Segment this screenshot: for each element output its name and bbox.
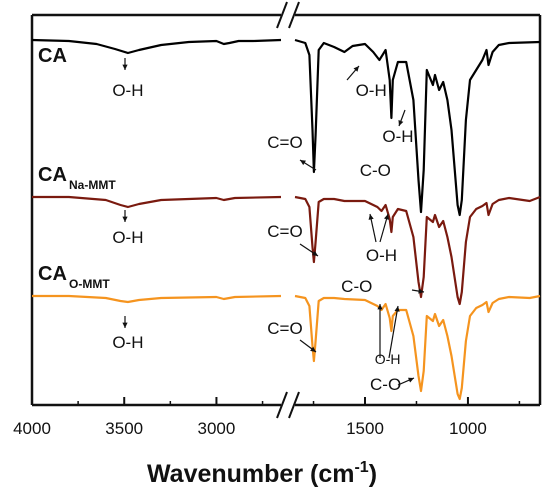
x-axis-label-sup: -1: [354, 459, 368, 476]
annotation-o-2: C-O: [341, 277, 372, 296]
annotation-arrowhead-6: [384, 214, 390, 220]
annotation-ca-1: O-H: [356, 81, 387, 100]
x-tick-label-1500: 1500: [346, 419, 384, 438]
annotation-o-3: O-H: [375, 351, 401, 367]
annotation-arrowhead-10: [377, 304, 383, 310]
annotation-na-2: O-H: [366, 246, 397, 265]
annotation-ca-0: O-H: [112, 81, 143, 100]
annotation-arrowhead-8: [122, 322, 128, 328]
series-line-1-segment-1: [294, 195, 541, 306]
annotation-arrowhead-2: [398, 120, 404, 126]
axis-break-mark-top-1: [276, 1, 288, 29]
series-sub-o-mmt: O-MMT: [69, 277, 110, 291]
annotation-arrow-11: [388, 305, 399, 359]
axis-break-mark-2: [288, 391, 300, 419]
annotation-o-0: O-H: [112, 333, 143, 352]
series-line-1-segment-0: [32, 195, 282, 209]
annotation-arrowhead-4: [122, 216, 128, 222]
annotation-arrowhead-11: [394, 306, 400, 312]
x-tick-label-4000: 4000: [13, 419, 51, 438]
series-label-ca: CA: [38, 45, 67, 67]
annotation-arrowhead-13: [418, 288, 424, 294]
axis-break-mark-top-2: [288, 1, 300, 29]
x-axis-label: Wavenumber (cm-1): [147, 459, 377, 488]
annotation-ca-4: C-O: [360, 161, 391, 180]
annotation-o-4: C-O: [370, 375, 401, 394]
annotation-na-0: O-H: [112, 228, 143, 247]
x-ticks: 4000 3500 3000 1500 1000: [13, 397, 521, 438]
series-line-0-segment-1: [294, 38, 541, 217]
annotation-arrowhead-5: [312, 250, 318, 256]
axis-break-mark-1: [276, 391, 288, 419]
annotation-na-1: C=O: [267, 222, 302, 241]
annotation-ca-2: O-H: [382, 127, 413, 146]
annotation-arrowhead-1: [353, 66, 359, 72]
plot-frame: [30, 1, 542, 419]
x-axis-label-main: Wavenumber (cm: [147, 460, 354, 488]
x-tick-label-3500: 3500: [105, 419, 143, 438]
annotation-ca-3: C=O: [267, 133, 302, 152]
series-sub-na-mmt: Na-MMT: [69, 178, 116, 192]
annotation-arrowhead-0: [122, 64, 128, 70]
annotation-arrowhead-3: [300, 160, 306, 166]
annotation-arrowhead-7: [368, 214, 374, 220]
series-group: [31, 38, 541, 401]
x-tick-label-3000: 3000: [198, 419, 236, 438]
annotation-o-1: C=O: [267, 319, 302, 338]
annotation-arrowhead-12: [408, 377, 414, 383]
annotation-arrowhead-9: [310, 346, 316, 352]
series-line-0-segment-0: [31, 38, 282, 55]
series-line-2-segment-1: [294, 294, 541, 401]
series-label-ca-na-mmt: CA: [38, 164, 67, 186]
series-label-ca-o-mmt: CA: [38, 263, 67, 285]
annotations-group: O-H O-H O-H C=O C-O O-H C=O O-H O-H C=O C-O O-H C-O: [112, 58, 425, 394]
series-line-2-segment-0: [32, 294, 282, 304]
x-tick-label-1000: 1000: [449, 419, 487, 438]
